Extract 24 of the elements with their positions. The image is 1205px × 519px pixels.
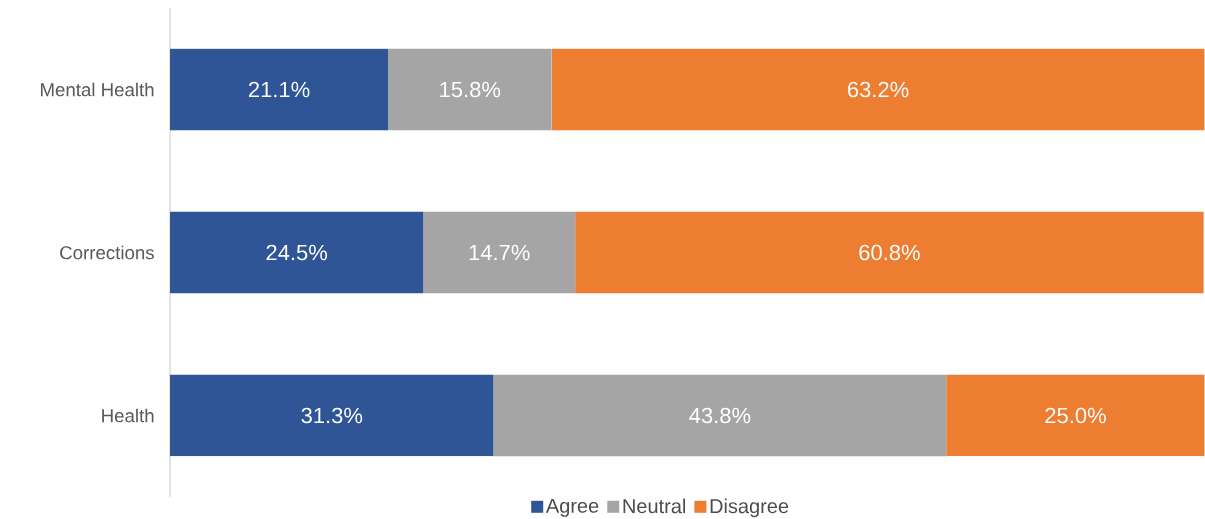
y-tick-label: Mental Health	[40, 82, 154, 97]
data-label: 15.8%	[440, 81, 501, 98]
data-label: 24.5%	[266, 244, 328, 261]
y-tick-label: Corrections	[60, 245, 154, 260]
bar	[388, 48, 552, 131]
bar	[551, 48, 1205, 131]
y-tick-label: Health	[102, 408, 154, 423]
bar	[170, 48, 389, 131]
legend-label: Agree	[545, 498, 599, 517]
bar	[493, 374, 947, 457]
data-label: 21.1%	[248, 81, 310, 98]
bar	[170, 211, 424, 294]
legend-label: Neutral	[623, 498, 686, 514]
bar	[575, 211, 1204, 294]
data-label: 43.8%	[689, 407, 751, 424]
bar	[170, 374, 494, 457]
data-label: 31.3%	[301, 407, 363, 424]
bar	[946, 374, 1205, 457]
bar	[423, 211, 576, 294]
data-label: 25.0%	[1045, 407, 1106, 424]
legend-label: Disagree	[710, 498, 789, 518]
data-label: 60.8%	[859, 244, 920, 261]
data-label: 14.7%	[469, 244, 530, 261]
data-label: 63.2%	[847, 81, 909, 98]
